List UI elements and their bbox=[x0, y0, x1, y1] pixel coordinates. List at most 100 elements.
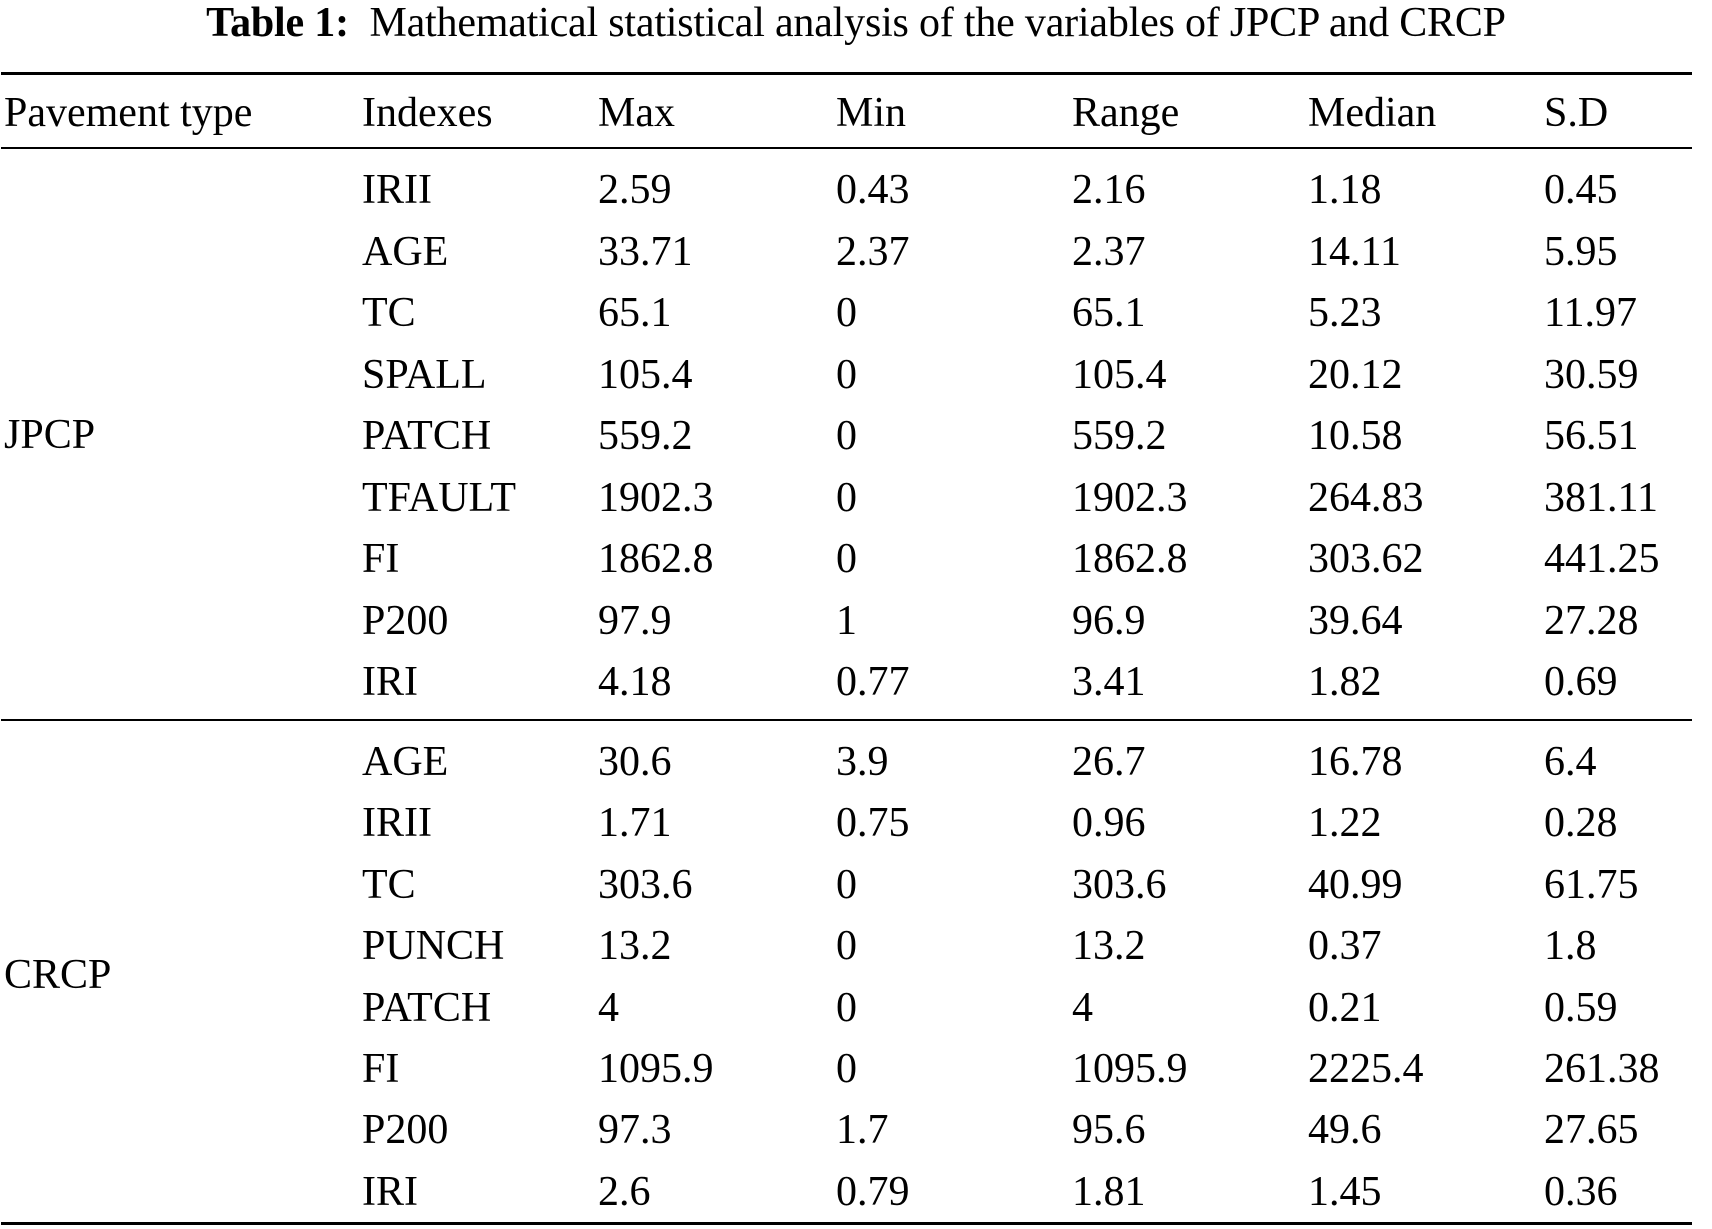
cell-index: SPALL bbox=[362, 352, 487, 398]
cell-range: 1.81 bbox=[1072, 1169, 1146, 1215]
cell-range: 13.2 bbox=[1072, 923, 1146, 969]
cell-index: IRI bbox=[362, 659, 418, 705]
cell-range: 1862.8 bbox=[1072, 536, 1188, 582]
cell-max: 559.2 bbox=[598, 413, 693, 459]
cell-range: 96.9 bbox=[1072, 598, 1146, 644]
cell-range: 2.16 bbox=[1072, 167, 1146, 213]
cell-median: 1.45 bbox=[1308, 1169, 1382, 1215]
cell-median: 10.58 bbox=[1308, 413, 1403, 459]
cell-max: 1.71 bbox=[598, 800, 672, 846]
table-caption: Table 1: Mathematical statistical analys… bbox=[0, 0, 1712, 46]
cell-max: 33.71 bbox=[598, 229, 693, 275]
table-group-separator bbox=[1, 719, 1692, 721]
cell-min: 0.75 bbox=[836, 800, 910, 846]
cell-sd: 27.65 bbox=[1544, 1107, 1639, 1153]
cell-min: 1 bbox=[836, 598, 857, 644]
cell-index: IRII bbox=[362, 800, 432, 846]
cell-index: TFAULT bbox=[362, 475, 517, 521]
cell-max: 65.1 bbox=[598, 290, 672, 336]
cell-median: 5.23 bbox=[1308, 290, 1382, 336]
cell-sd: 6.4 bbox=[1544, 739, 1597, 785]
cell-range: 1095.9 bbox=[1072, 1046, 1188, 1092]
cell-max: 1862.8 bbox=[598, 536, 714, 582]
cell-min: 0 bbox=[836, 923, 857, 969]
cell-min: 2.37 bbox=[836, 229, 910, 275]
header-range: Range bbox=[1072, 90, 1180, 136]
cell-min: 0 bbox=[836, 290, 857, 336]
cell-index: IRI bbox=[362, 1169, 418, 1215]
cell-max: 2.6 bbox=[598, 1169, 651, 1215]
cell-min: 0 bbox=[836, 536, 857, 582]
cell-sd: 61.75 bbox=[1544, 862, 1639, 908]
cell-median: 1.18 bbox=[1308, 167, 1382, 213]
cell-max: 97.9 bbox=[598, 598, 672, 644]
cell-index: IRII bbox=[362, 167, 432, 213]
cell-median: 0.21 bbox=[1308, 985, 1382, 1031]
cell-range: 1902.3 bbox=[1072, 475, 1188, 521]
table-bottom-rule bbox=[1, 1222, 1692, 1225]
cell-index: PATCH bbox=[362, 985, 492, 1031]
cell-sd: 1.8 bbox=[1544, 923, 1597, 969]
header-min: Min bbox=[836, 90, 907, 136]
cell-index: PUNCH bbox=[362, 923, 505, 969]
cell-min: 0 bbox=[836, 1046, 857, 1092]
cell-min: 0 bbox=[836, 413, 857, 459]
cell-sd: 5.95 bbox=[1544, 229, 1618, 275]
cell-min: 0.43 bbox=[836, 167, 910, 213]
cell-sd: 11.97 bbox=[1544, 290, 1637, 336]
cell-sd: 27.28 bbox=[1544, 598, 1639, 644]
cell-index: AGE bbox=[362, 229, 449, 275]
cell-range: 0.96 bbox=[1072, 800, 1146, 846]
cell-sd: 0.69 bbox=[1544, 659, 1618, 705]
cell-min: 1.7 bbox=[836, 1107, 889, 1153]
cell-range: 26.7 bbox=[1072, 739, 1146, 785]
cell-max: 13.2 bbox=[598, 923, 672, 969]
header-median: Median bbox=[1308, 90, 1437, 136]
cell-min: 0.79 bbox=[836, 1169, 910, 1215]
table-header-rule bbox=[1, 147, 1692, 149]
cell-median: 49.6 bbox=[1308, 1107, 1382, 1153]
cell-index: TC bbox=[362, 290, 416, 336]
cell-median: 20.12 bbox=[1308, 352, 1403, 398]
cell-index: P200 bbox=[362, 1107, 449, 1153]
cell-max: 97.3 bbox=[598, 1107, 672, 1153]
cell-sd: 0.28 bbox=[1544, 800, 1618, 846]
cell-max: 1095.9 bbox=[598, 1046, 714, 1092]
cell-range: 3.41 bbox=[1072, 659, 1146, 705]
cell-min: 0 bbox=[836, 352, 857, 398]
cell-median: 39.64 bbox=[1308, 598, 1403, 644]
cell-sd: 56.51 bbox=[1544, 413, 1639, 459]
cell-max: 30.6 bbox=[598, 739, 672, 785]
cell-range: 95.6 bbox=[1072, 1107, 1146, 1153]
header-max: Max bbox=[598, 90, 675, 136]
cell-sd: 0.59 bbox=[1544, 985, 1618, 1031]
cell-min: 0.77 bbox=[836, 659, 910, 705]
cell-index: TC bbox=[362, 862, 416, 908]
cell-max: 303.6 bbox=[598, 862, 693, 908]
cell-min: 0 bbox=[836, 985, 857, 1031]
cell-range: 2.37 bbox=[1072, 229, 1146, 275]
cell-median: 16.78 bbox=[1308, 739, 1403, 785]
cell-sd: 0.45 bbox=[1544, 167, 1618, 213]
header-sd: S.D bbox=[1544, 90, 1609, 136]
cell-range: 559.2 bbox=[1072, 413, 1167, 459]
table-caption-text: Mathematical statistical analysis of the… bbox=[369, 0, 1506, 46]
cell-median: 0.37 bbox=[1308, 923, 1382, 969]
cell-median: 14.11 bbox=[1308, 229, 1401, 275]
cell-range: 4 bbox=[1072, 985, 1093, 1031]
cell-min: 0 bbox=[836, 862, 857, 908]
cell-sd: 381.11 bbox=[1544, 475, 1658, 521]
cell-index: PATCH bbox=[362, 413, 492, 459]
cell-median: 2225.4 bbox=[1308, 1046, 1424, 1092]
cell-median: 1.82 bbox=[1308, 659, 1382, 705]
cell-index: FI bbox=[362, 536, 400, 582]
cell-min: 3.9 bbox=[836, 739, 889, 785]
cell-sd: 441.25 bbox=[1544, 536, 1660, 582]
cell-index: P200 bbox=[362, 598, 449, 644]
cell-max: 105.4 bbox=[598, 352, 693, 398]
cell-sd: 0.36 bbox=[1544, 1169, 1618, 1215]
cell-index: FI bbox=[362, 1046, 400, 1092]
cell-median: 1.22 bbox=[1308, 800, 1382, 846]
cell-median: 40.99 bbox=[1308, 862, 1403, 908]
table-top-rule bbox=[1, 72, 1692, 75]
